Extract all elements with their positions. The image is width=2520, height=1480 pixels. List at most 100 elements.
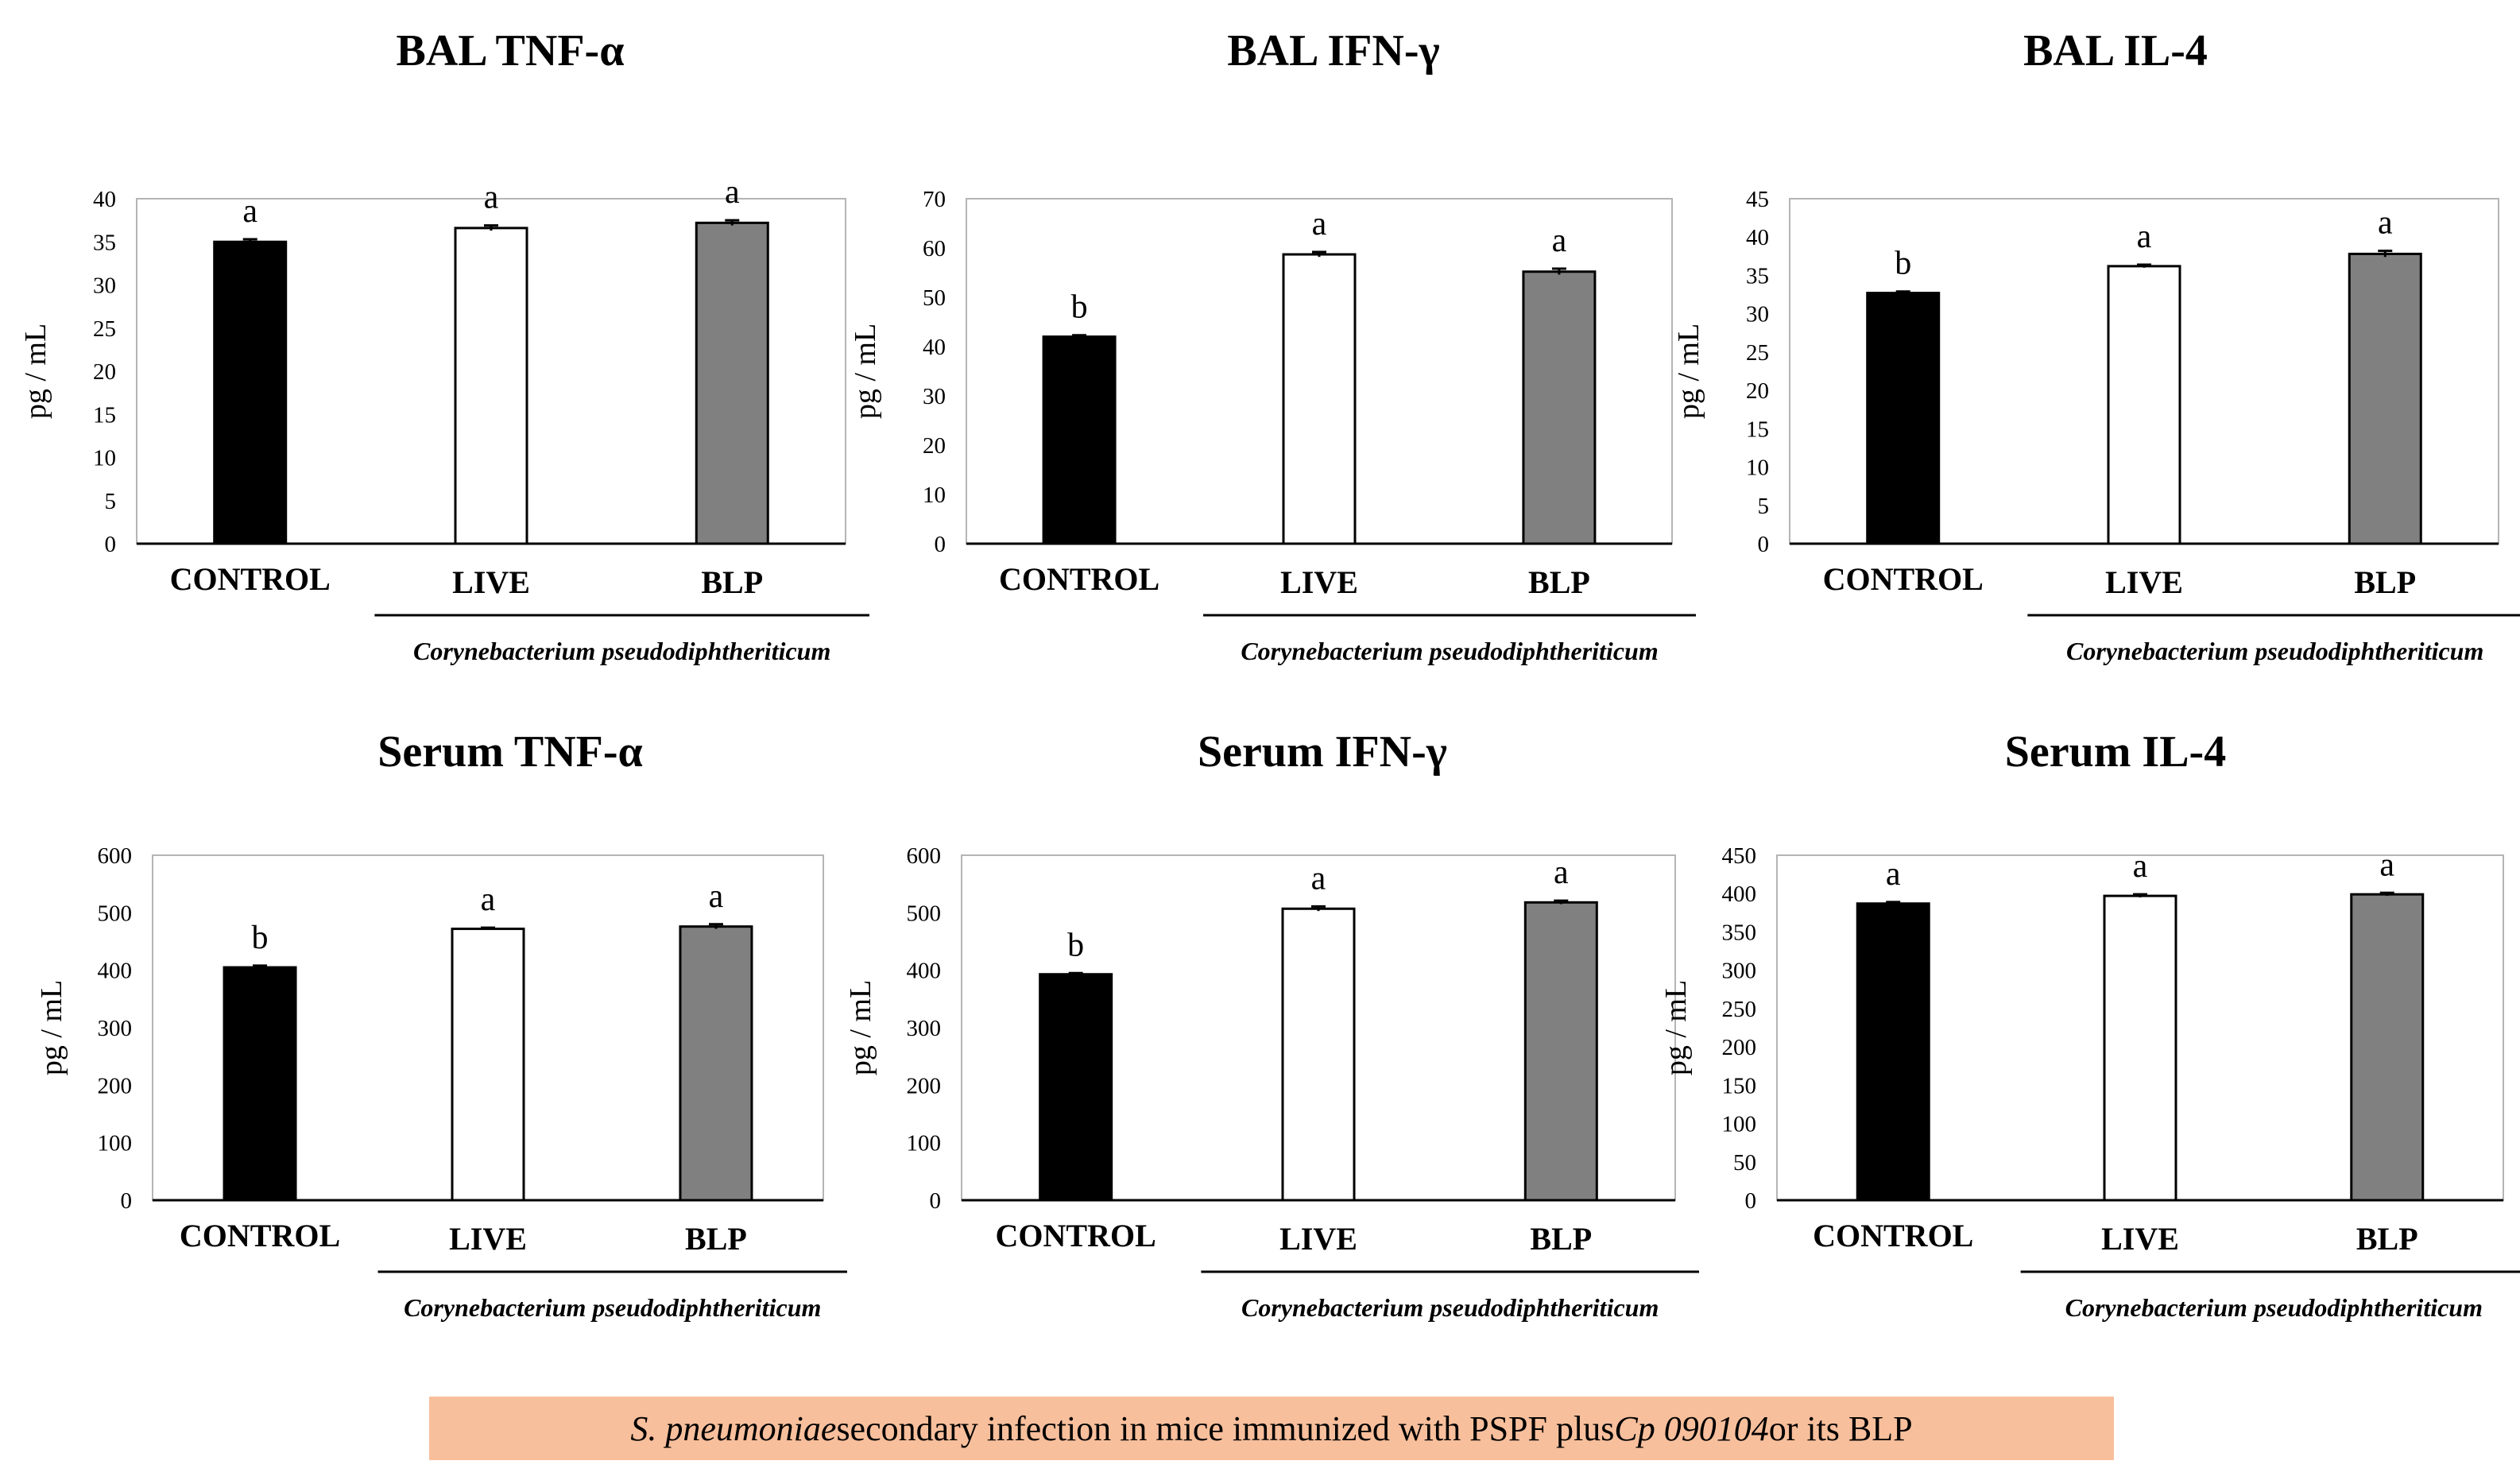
chart-serum-ifn-gamma: Serum IFN-γ pg / mL 0 100 200 300 400 500 600 b CO… bbox=[844, 727, 1699, 1322]
chart-bal-tnf-alpha: BAL TNF-α pg / mL 0 5 10 15 20 25 30 35 40 a CONTROL… bbox=[19, 26, 869, 665]
caption-strain: Cp 090104 bbox=[1614, 1408, 1769, 1448]
bar-blp bbox=[695, 221, 769, 545]
y-tick-label: 500 bbox=[907, 901, 942, 926]
caption-pathogen: S. pneumoniae bbox=[630, 1408, 837, 1448]
y-tick-label: 15 bbox=[93, 402, 116, 428]
y-tick-label: 400 bbox=[1722, 881, 1757, 907]
y-tick-label: 20 bbox=[1746, 378, 1769, 404]
bar-control bbox=[1856, 902, 1930, 1202]
y-tick-label: 300 bbox=[907, 1016, 942, 1041]
y-tick-label: 35 bbox=[93, 230, 116, 255]
y-tick-label: 450 bbox=[1722, 843, 1757, 869]
y-tick-label: 100 bbox=[98, 1131, 133, 1156]
y-tick-label: 400 bbox=[907, 959, 942, 984]
y-tick-label: 250 bbox=[1722, 997, 1757, 1022]
significance-letter: a bbox=[1552, 223, 1567, 259]
bar-control bbox=[1039, 973, 1113, 1202]
y-tick-label: 20 bbox=[923, 433, 946, 459]
x-category-label: BLP bbox=[2354, 564, 2416, 600]
y-tick-label: 0 bbox=[121, 1188, 133, 1214]
significance-letter: a bbox=[1312, 206, 1327, 242]
bar-live bbox=[2107, 265, 2181, 545]
chart-title: Serum IL-4 bbox=[2005, 727, 2226, 777]
y-tick-label: 50 bbox=[1733, 1150, 1756, 1176]
y-tick-label: 200 bbox=[907, 1073, 942, 1098]
y-axis-label: pg / mL bbox=[849, 324, 882, 419]
x-category-label: CONTROL bbox=[996, 1218, 1156, 1253]
bar-live bbox=[451, 928, 525, 1202]
y-tick-label: 300 bbox=[1722, 959, 1757, 984]
bar-control bbox=[213, 240, 288, 545]
x-category-label: CONTROL bbox=[999, 561, 1159, 597]
x-category-label: CONTROL bbox=[1823, 561, 1984, 597]
y-tick-label: 5 bbox=[1758, 494, 1770, 519]
y-tick-label: 10 bbox=[923, 482, 946, 508]
y-tick-label: 600 bbox=[98, 843, 133, 869]
y-tick-label: 600 bbox=[907, 843, 942, 869]
group-label: Corynebacterium pseudodiphtheriticum bbox=[1241, 1293, 1659, 1322]
chart-serum-tnf-alpha: Serum TNF-α pg / mL 0 100 200 300 400 500 600 b CO… bbox=[35, 727, 847, 1322]
significance-letter: a bbox=[2378, 205, 2393, 242]
bar-blp bbox=[679, 925, 753, 1202]
significance-letter: b bbox=[252, 920, 269, 956]
bar-live bbox=[2103, 894, 2177, 1202]
y-tick-label: 25 bbox=[1746, 340, 1769, 366]
x-category-label: BLP bbox=[685, 1221, 747, 1257]
bar-live bbox=[1281, 907, 1356, 1202]
y-tick-label: 0 bbox=[1745, 1188, 1757, 1214]
y-axis-label: pg / mL bbox=[1672, 324, 1705, 419]
significance-letter: a bbox=[481, 881, 496, 918]
chart-bal-il-4: BAL IL-4 pg / mL 0 5 10 15 20 25 30 35 40 45 b CONTRO… bbox=[1672, 26, 2520, 665]
significance-letter: a bbox=[709, 878, 724, 915]
y-tick-label: 500 bbox=[98, 901, 133, 926]
group-label: Corynebacterium pseudodiphtheriticum bbox=[2066, 637, 2483, 665]
y-tick-label: 100 bbox=[1722, 1112, 1757, 1137]
x-category-label: LIVE bbox=[449, 1221, 527, 1257]
bar-blp bbox=[2348, 252, 2422, 545]
group-label: Corynebacterium pseudodiphtheriticum bbox=[2065, 1293, 2483, 1322]
x-category-label: BLP bbox=[701, 564, 763, 600]
y-tick-label: 200 bbox=[98, 1073, 133, 1098]
y-tick-label: 15 bbox=[1746, 416, 1769, 442]
y-tick-label: 0 bbox=[935, 532, 946, 557]
y-tick-label: 0 bbox=[1758, 532, 1770, 557]
chart-serum-il-4: Serum IL-4 pg / mL 0 50 100 150 200 250 300 350 40… bbox=[1659, 727, 2520, 1322]
chart-bal-ifn-gamma: BAL IFN-γ pg / mL 0 10 20 30 40 50 60 70 b CONTROL a… bbox=[849, 26, 1696, 665]
chart-title: BAL IL-4 bbox=[2023, 26, 2208, 76]
x-category-label: CONTROL bbox=[180, 1218, 340, 1253]
bar-control bbox=[1866, 292, 1941, 545]
x-category-label: LIVE bbox=[1280, 564, 1358, 600]
bar-blp bbox=[1522, 270, 1597, 545]
y-tick-label: 25 bbox=[93, 316, 116, 342]
bar-live bbox=[454, 227, 528, 545]
chart-title: Serum IFN-γ bbox=[1198, 727, 1447, 777]
y-tick-label: 200 bbox=[1722, 1035, 1757, 1060]
y-tick-label: 40 bbox=[93, 187, 116, 212]
chart-title: Serum TNF-α bbox=[377, 727, 643, 777]
significance-letter: a bbox=[484, 180, 499, 216]
y-tick-label: 30 bbox=[93, 273, 116, 299]
bar-blp bbox=[2350, 893, 2425, 1202]
x-category-label: BLP bbox=[2356, 1221, 2418, 1257]
y-tick-label: 35 bbox=[1746, 263, 1769, 289]
y-tick-label: 0 bbox=[105, 532, 117, 557]
significance-letter: a bbox=[1886, 856, 1901, 893]
caption-text: secondary infection in mice immunized wi… bbox=[836, 1408, 1615, 1448]
significance-letter: b bbox=[1067, 927, 1084, 963]
significance-letter: a bbox=[725, 174, 740, 211]
y-tick-label: 70 bbox=[923, 187, 946, 212]
y-axis-label: pg / mL bbox=[19, 324, 52, 419]
x-category-label: CONTROL bbox=[1813, 1218, 1973, 1253]
y-tick-label: 60 bbox=[923, 236, 946, 262]
y-tick-label: 100 bbox=[907, 1131, 942, 1156]
x-category-label: BLP bbox=[1530, 1221, 1592, 1257]
significance-letter: a bbox=[2379, 847, 2394, 883]
y-tick-label: 300 bbox=[98, 1016, 133, 1041]
bar-live bbox=[1282, 253, 1357, 545]
y-axis-label: pg / mL bbox=[1659, 980, 1693, 1075]
y-tick-label: 10 bbox=[1746, 455, 1769, 481]
y-tick-label: 40 bbox=[1746, 225, 1769, 250]
y-tick-label: 10 bbox=[93, 446, 116, 471]
bar-control bbox=[1042, 335, 1117, 545]
